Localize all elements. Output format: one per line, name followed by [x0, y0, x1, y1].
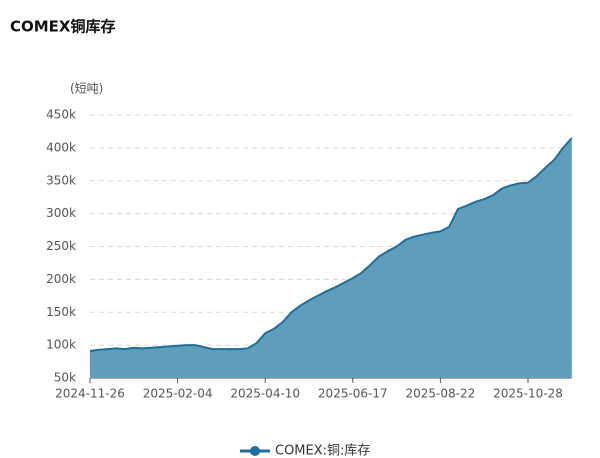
y-tick-label: 300k [46, 206, 76, 220]
y-tick-label: 200k [46, 272, 76, 286]
x-tick-label: 2025-08-22 [406, 387, 476, 401]
x-tick-label: 2025-10-28 [493, 387, 563, 401]
y-tick-label: 250k [46, 239, 76, 253]
chart-title: COMEX铜库存 [10, 18, 116, 36]
line [89, 137, 573, 352]
y-axis-label: (短吨) [70, 82, 103, 96]
x-tick-label: 2025-04-10 [230, 387, 300, 401]
y-tick-label: 450k [46, 108, 76, 122]
x-tick-label: 2025-02-04 [143, 387, 213, 401]
y-tick-label: 100k [46, 338, 76, 352]
area [90, 138, 572, 378]
y-tick-label: 150k [46, 305, 76, 319]
y-tick-label: 400k [46, 140, 76, 154]
x-tick-label: 2025-06-17 [318, 387, 388, 401]
y-tick-label: 350k [46, 173, 76, 187]
y-tick-label: 50k [54, 371, 76, 385]
legend-marker [250, 446, 260, 456]
legend-label: COMEX:铜:库存 [275, 443, 370, 458]
x-tick-label: 2024-11-26 [55, 387, 125, 401]
